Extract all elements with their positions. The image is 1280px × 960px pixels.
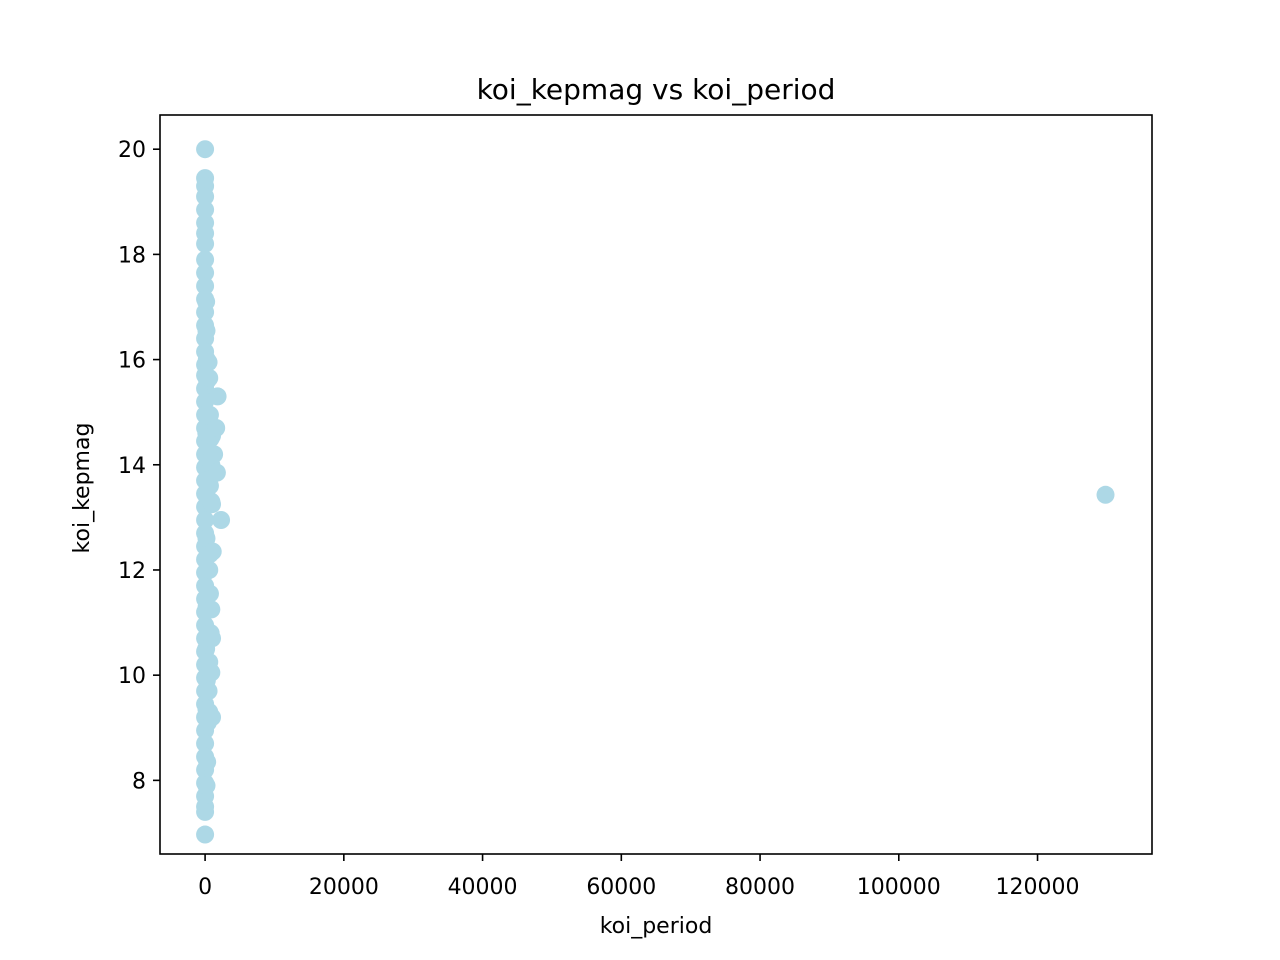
data-point [196,734,215,753]
y-tick-label: 14 [118,454,146,479]
y-tick-label: 12 [118,559,146,584]
x-tick-label: 0 [198,875,212,900]
x-tick-label: 60000 [586,875,656,900]
data-point [203,542,222,561]
data-point [203,708,222,727]
data-point [196,276,215,295]
chart-title: koi_kepmag vs koi_period [477,73,836,106]
y-tick-label: 10 [118,664,146,689]
data-point [196,802,215,821]
x-tick-label: 100000 [857,875,941,900]
data-point [196,234,215,253]
data-point [196,187,215,206]
data-point [199,353,218,372]
data-point [196,140,215,159]
data-point [197,292,216,311]
data-point [1096,485,1115,504]
data-point [197,776,216,795]
data-point [202,663,221,682]
data-point [196,250,215,269]
data-point [196,511,215,529]
data-point [197,321,216,340]
data-point [199,681,218,700]
data-point [203,629,222,648]
data-point [196,200,215,219]
data-point [202,600,221,619]
data-point [207,463,226,482]
x-tick-label: 80000 [725,875,795,900]
data-point [200,584,219,603]
data-point [200,560,219,579]
data-point [212,511,231,529]
y-tick-label: 8 [132,769,146,794]
data-point [203,495,222,514]
data-point [207,418,226,437]
y-tick-label: 16 [118,349,146,374]
x-tick-label: 40000 [448,875,518,900]
data-point [208,387,227,406]
y-axis-label: koi_kepmag [70,423,95,554]
x-axis: 0 20000 40000 60000 80000 100000 120000 [198,854,1080,900]
x-tick-label: 20000 [309,875,379,900]
data-point [198,752,217,771]
data-point [205,445,224,464]
data-point [200,368,219,387]
data-point [196,263,215,282]
y-tick-label: 20 [118,138,146,163]
y-axis: 8 10 12 14 16 18 20 [118,138,160,794]
data-point [196,825,215,844]
points-layer [196,140,1115,844]
x-axis-label: koi_period [600,914,713,939]
y-tick-label: 18 [118,243,146,268]
plot-frame [159,114,1153,855]
x-tick-label: 120000 [996,875,1080,900]
